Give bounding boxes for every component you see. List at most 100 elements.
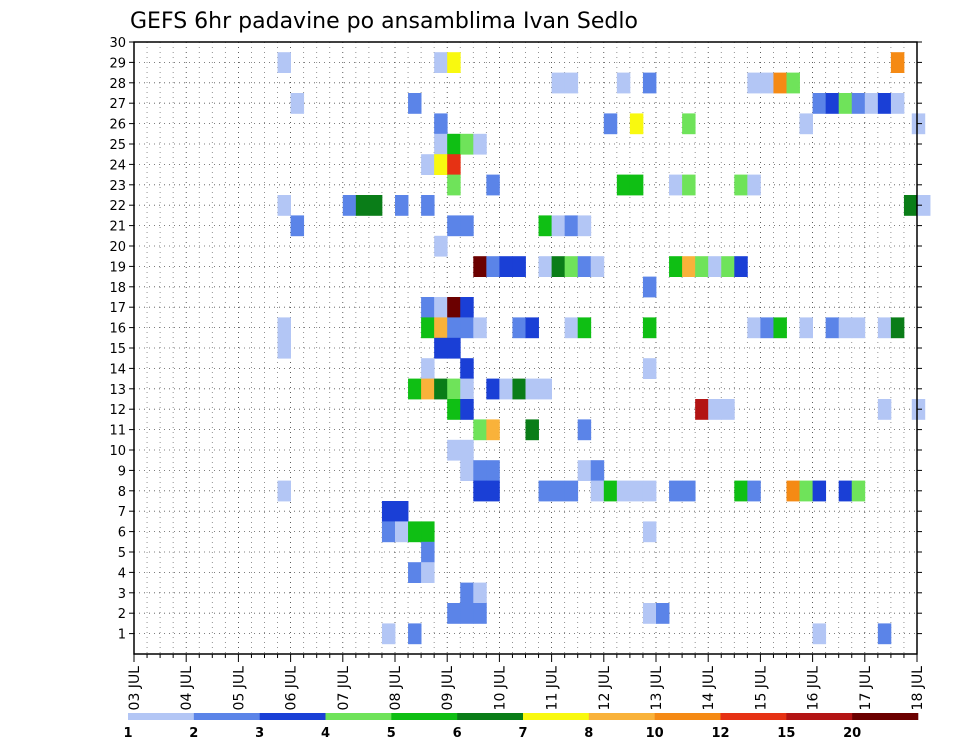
precip-cell (421, 297, 435, 318)
precip-cell (486, 460, 500, 481)
precip-cell (408, 93, 422, 114)
precip-cell (538, 215, 552, 237)
precip-cell (799, 480, 813, 502)
precip-cell (277, 195, 291, 216)
precip-cell (903, 195, 918, 216)
y-tick-label: 27 (109, 97, 126, 112)
precip-cell (812, 623, 827, 645)
precip-cell (447, 603, 461, 624)
precip-cell (642, 603, 657, 624)
precip-cell (616, 174, 631, 196)
precip-cell (734, 174, 748, 196)
precip-cell (747, 317, 761, 339)
legend-swatch (852, 713, 919, 720)
legend-label: 2 (189, 726, 198, 741)
precip-cell (447, 317, 461, 339)
precip-cell (277, 52, 291, 73)
precip-cell (538, 378, 552, 400)
legend-label: 8 (584, 726, 593, 741)
precip-cell (512, 317, 526, 339)
color-legend: 1 2 3 4 5 6 7 8 10 12 15 20 (123, 713, 919, 741)
precip-cell (277, 480, 291, 502)
precip-cell (447, 297, 461, 318)
precip-cell (642, 72, 657, 94)
precip-cell (642, 358, 657, 379)
y-tick-label: 18 (109, 281, 126, 296)
precip-cell (525, 378, 539, 400)
precip-cell (721, 399, 735, 420)
legend-swatch (193, 713, 260, 720)
precip-cell (473, 603, 487, 624)
legend-label: 1 (123, 726, 132, 741)
precip-cell (447, 174, 461, 196)
precip-cell (499, 256, 513, 277)
legend-swatch (325, 713, 392, 720)
precip-cell (525, 317, 539, 339)
precip-cell (421, 541, 435, 563)
precip-cell (460, 439, 474, 461)
precip-cell (538, 480, 552, 502)
precip-cell (421, 521, 435, 543)
precip-cell (525, 419, 539, 441)
precip-cell (682, 113, 696, 135)
precip-cell (551, 215, 566, 237)
precip-cell (786, 480, 800, 502)
precip-cell (434, 133, 448, 155)
precip-cell (590, 256, 605, 277)
precip-cell (434, 337, 448, 359)
precip-cell (564, 317, 579, 339)
precip-cell (890, 93, 905, 114)
precip-cell (447, 337, 461, 359)
y-tick-label: 3 (118, 587, 126, 602)
precip-cell (917, 195, 931, 216)
precip-cell (421, 562, 435, 583)
precip-cell (434, 297, 448, 318)
legend-label: 6 (453, 726, 462, 741)
precip-cell (577, 256, 592, 277)
precip-cell (551, 256, 566, 277)
legend-label: 10 (646, 726, 664, 741)
precip-cell (434, 235, 448, 257)
y-tick-label: 28 (109, 77, 126, 92)
legend-swatch (654, 713, 721, 720)
precip-cell (277, 317, 291, 339)
precip-cell (290, 215, 305, 237)
precip-cell (434, 52, 448, 73)
x-tick-label: 03 JUL (127, 666, 143, 711)
precip-cell (473, 460, 487, 481)
precip-cell (695, 256, 709, 277)
precip-cell (825, 317, 840, 339)
y-tick-label: 22 (109, 199, 126, 214)
legend-swatch (786, 713, 853, 720)
precip-cell (381, 623, 396, 645)
precip-cell (408, 623, 422, 645)
precip-cell (486, 174, 500, 196)
precip-cell (877, 93, 892, 114)
precip-cell (682, 174, 696, 196)
precip-cell (486, 480, 500, 502)
precip-cell (682, 480, 696, 502)
legend-label: 5 (387, 726, 396, 741)
y-tick-label: 14 (109, 362, 126, 377)
precip-cell (408, 378, 422, 400)
precip-cell (786, 72, 800, 94)
precip-cell (682, 256, 696, 277)
legend-swatch (720, 713, 787, 720)
precip-cell (447, 133, 461, 155)
legend-swatch (588, 713, 655, 720)
precip-cell (395, 521, 409, 543)
precip-cell (838, 317, 853, 339)
precip-cell (838, 93, 853, 114)
precip-cell (434, 378, 448, 400)
y-tick-label: 6 (118, 526, 126, 541)
precip-cell (851, 93, 866, 114)
x-tick-label: 12 JUL (597, 666, 613, 711)
x-tick-label: 05 JUL (231, 666, 247, 711)
precip-cell (669, 480, 683, 502)
y-tick-label: 4 (118, 566, 126, 581)
precip-cell (277, 337, 291, 359)
precip-cell (825, 93, 840, 114)
precip-cell (460, 378, 474, 400)
